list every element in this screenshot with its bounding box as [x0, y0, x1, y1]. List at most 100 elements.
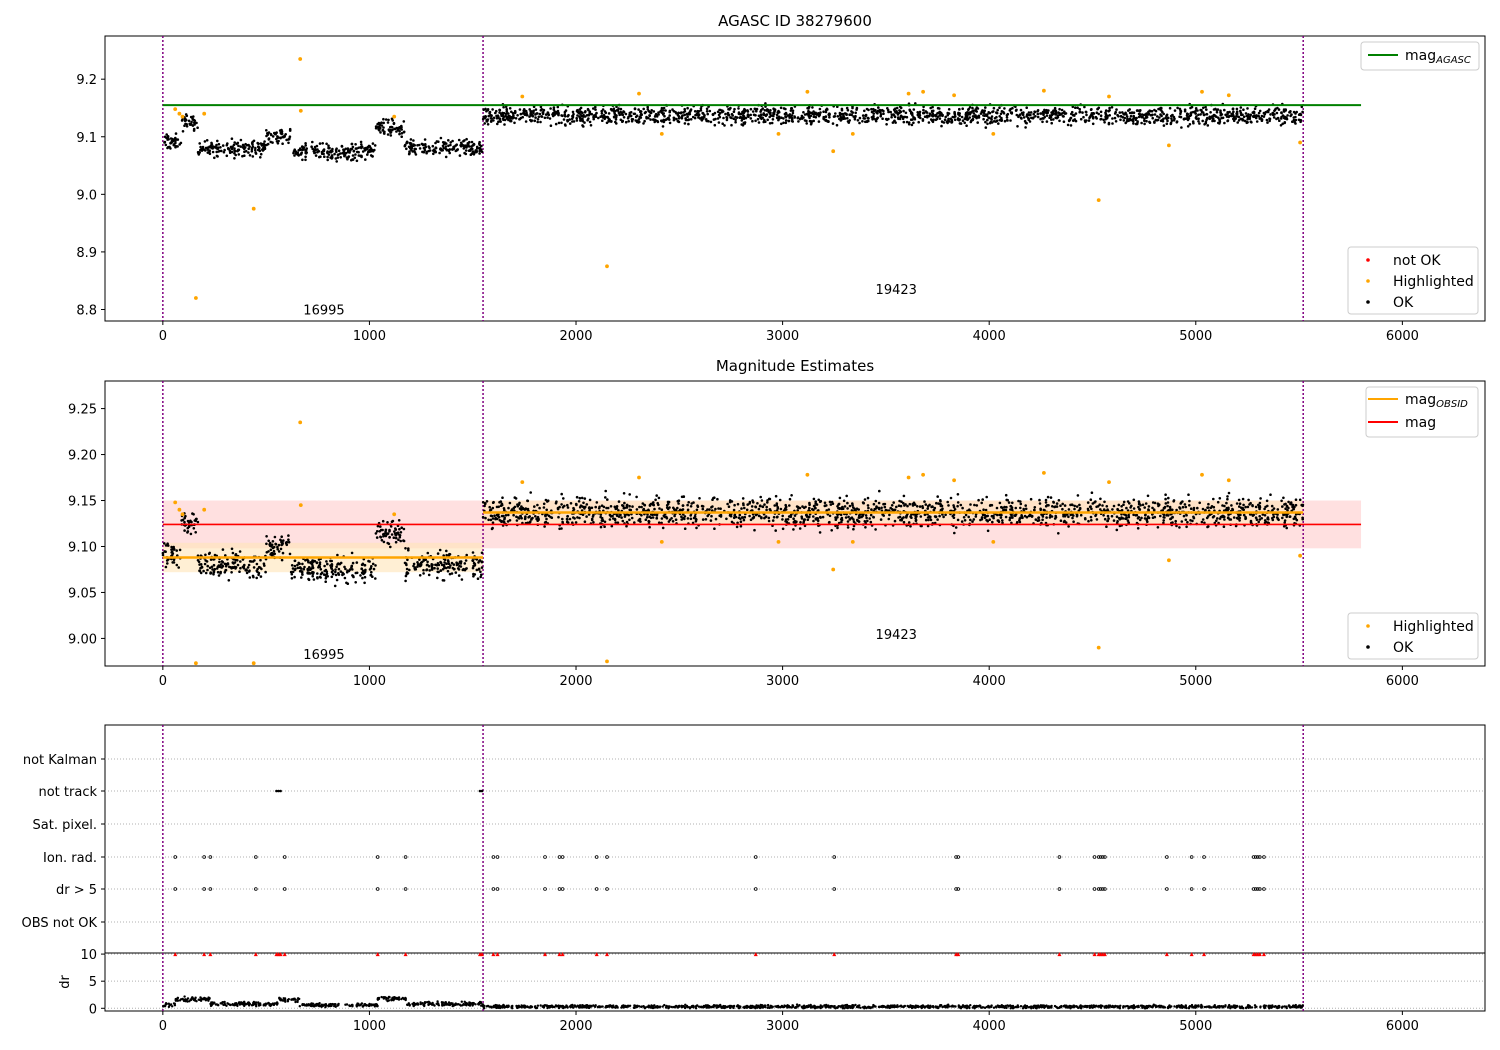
ok-point [1091, 502, 1095, 505]
ok-point [1085, 119, 1088, 122]
ok-point [176, 138, 180, 141]
ok-point [1232, 516, 1236, 519]
ok-point [1041, 518, 1044, 522]
ok-point [743, 108, 747, 112]
ok-point [954, 526, 958, 529]
ok-point [307, 560, 310, 564]
legend-box [1360, 41, 1480, 71]
ok-point [329, 564, 332, 567]
ok-point [489, 508, 493, 512]
middle-panel-title: Magnitude Estimates [716, 357, 874, 375]
ok-point [257, 147, 261, 151]
ok-point [774, 529, 777, 532]
ok-point [513, 111, 517, 115]
ok-point [480, 573, 483, 577]
ok-point [316, 572, 319, 575]
ok-point [872, 502, 876, 506]
ok-point [451, 139, 454, 143]
ok-point [1168, 106, 1172, 110]
ok-point [353, 156, 357, 160]
ok-point [321, 142, 325, 145]
ok-point [382, 121, 386, 125]
ok-point [846, 117, 849, 120]
ok-point [1090, 112, 1094, 115]
ok-point [1103, 500, 1106, 504]
ok-point [1067, 508, 1071, 511]
ok-point [1050, 118, 1053, 121]
ok-point [418, 147, 422, 150]
ok-point [1053, 106, 1057, 110]
ok-point [813, 506, 817, 510]
ok-point [539, 105, 543, 109]
ok-point [1089, 515, 1093, 519]
ok-point [689, 108, 693, 111]
ok-point [764, 120, 767, 123]
ok-point [1115, 108, 1118, 111]
ok-point [1036, 109, 1040, 112]
ok-point [619, 107, 623, 111]
ok-point [1293, 505, 1296, 509]
ok-point [571, 110, 575, 114]
ok-point [621, 519, 625, 523]
ok-point [1027, 118, 1030, 121]
ok-point [921, 506, 925, 510]
ok-point [426, 563, 429, 567]
ok-point [435, 563, 439, 567]
ok-point [863, 109, 866, 113]
ok-point [760, 117, 763, 121]
ok-point [163, 135, 167, 139]
ok-point [257, 565, 261, 569]
ok-point [1088, 116, 1091, 120]
ok-point [183, 124, 186, 127]
ok-point [252, 566, 256, 569]
ok-point [1262, 111, 1266, 115]
ok-point [1132, 498, 1136, 502]
ok-point [1104, 112, 1108, 116]
ok-point [1114, 120, 1118, 123]
ok-point [1173, 117, 1176, 121]
ok-point [478, 559, 481, 563]
ok-point [379, 536, 383, 539]
ok-point [1124, 111, 1127, 115]
ok-point [666, 507, 670, 511]
ok-point [895, 106, 899, 110]
ok-point [512, 114, 515, 117]
ok-point [787, 515, 791, 518]
ok-point [1103, 517, 1107, 521]
ok-point [1294, 115, 1297, 119]
ok-point [1223, 121, 1226, 125]
ok-point [628, 518, 631, 522]
ok-point [784, 518, 788, 521]
ok-point [460, 578, 464, 581]
ok-point [1178, 507, 1182, 510]
ok-point [378, 127, 382, 130]
ok-point [1219, 109, 1222, 112]
ok-point [1118, 111, 1122, 114]
ok-point [364, 568, 367, 572]
ok-point [867, 506, 870, 510]
ok-point [216, 146, 220, 149]
ok-point [772, 515, 776, 519]
ok-point [307, 572, 311, 575]
ok-point [276, 545, 279, 549]
ok-point [1115, 515, 1119, 518]
ok-point [217, 574, 221, 577]
ok-point [984, 126, 988, 129]
ok-point [942, 515, 945, 519]
ok-point [600, 114, 604, 118]
ok-point [266, 133, 270, 136]
ok-point [442, 579, 446, 582]
ok-point [759, 113, 763, 116]
ok-point [1192, 515, 1195, 519]
ok-point [310, 562, 314, 566]
ok-point [645, 516, 649, 519]
ok-point [812, 519, 815, 523]
ok-point [265, 129, 268, 132]
ok-point [586, 118, 589, 122]
ok-point [1083, 105, 1086, 109]
ok-point [1132, 114, 1135, 118]
ok-point [1153, 113, 1157, 116]
ok-point [384, 528, 388, 532]
ok-point [846, 507, 849, 510]
ok-point [394, 536, 398, 540]
